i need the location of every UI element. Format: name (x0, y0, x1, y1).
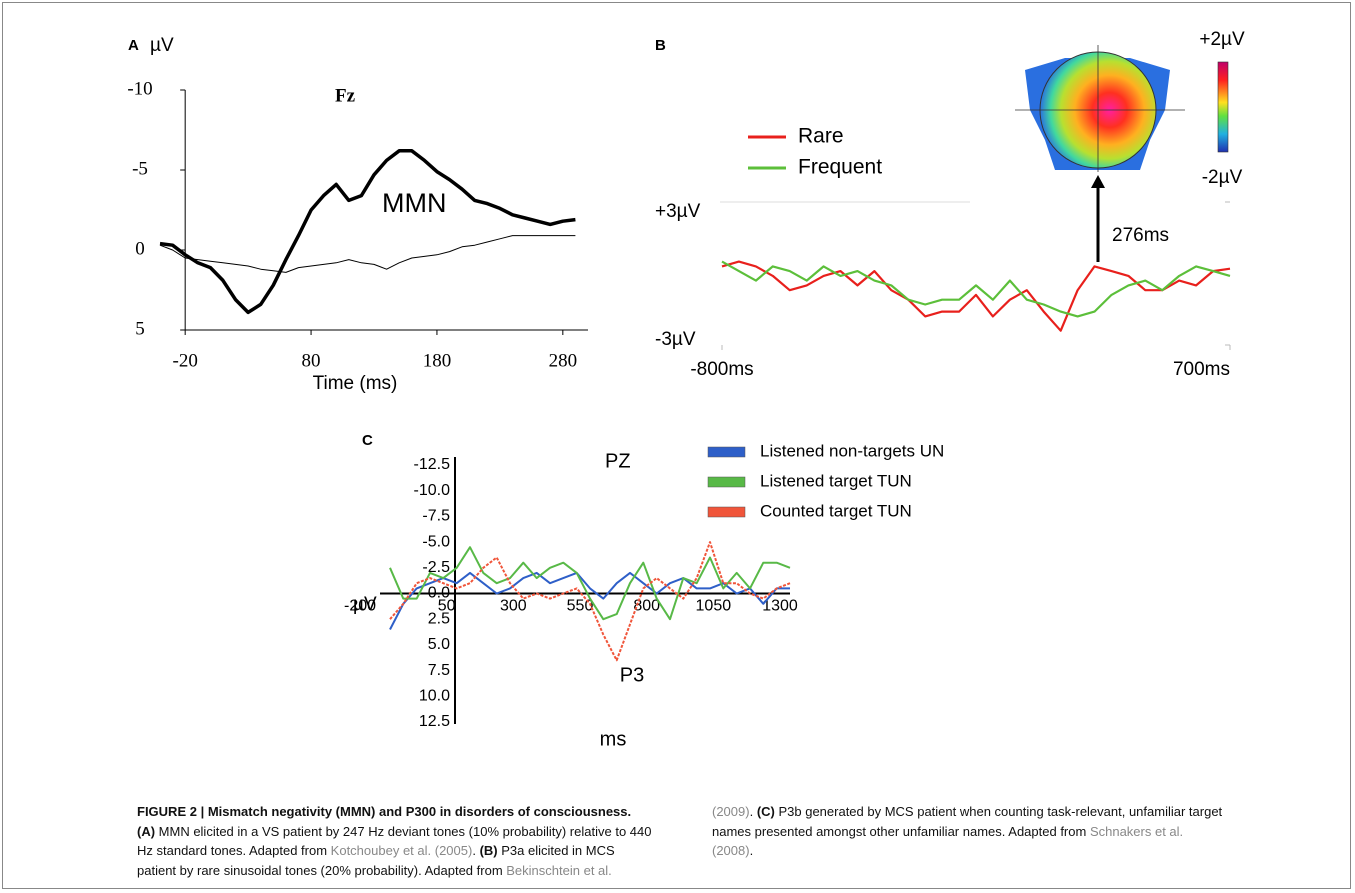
y-tick-label: 5 (135, 318, 145, 339)
legend-label: Frequent (798, 156, 882, 179)
y-unit: µV (150, 35, 174, 56)
caption-label: (A) (137, 823, 156, 839)
y-tick-label: 5.0 (428, 636, 450, 653)
panel-label: B (655, 37, 666, 54)
annotation: 276ms (1112, 225, 1169, 246)
x-tick-label: 180 (423, 350, 452, 371)
series-line (721, 260, 1231, 318)
caption-text: MMN elicited in a VS patient by 247 Hz d… (137, 823, 652, 859)
y-tick-label: 10.0 (419, 688, 450, 705)
caption: FIGURE 2 | Mismatch negativity (MMN) and… (137, 802, 1227, 880)
legend-label: Counted target TUN (760, 501, 912, 520)
x-tick-label: 280 (549, 350, 578, 371)
caption-text: P3b generated by MCS patient when counti… (712, 804, 1223, 839)
series-line (159, 235, 576, 273)
x-tick-label: 1300 (762, 598, 798, 615)
x-tick-label: 50 (438, 598, 456, 615)
y-tick-label: -12.5 (414, 456, 451, 473)
colorbar-max: +2µV (1199, 29, 1245, 50)
x-axis-label: ms (600, 728, 627, 750)
legend-label: Listened target TUN (760, 471, 912, 490)
panel-label: A (128, 37, 139, 54)
y-tick-label: -10 (127, 78, 152, 99)
caption-ref[interactable]: Bekinschtein et al. (2009) (506, 804, 750, 878)
x-tick-label: 80 (302, 350, 321, 371)
x-tick-label: -800ms (690, 359, 753, 380)
colorbar-min: -2µV (1202, 167, 1243, 188)
legend-swatch (707, 446, 746, 458)
x-tick-label: -20 (173, 350, 198, 371)
legend-label: Rare (798, 125, 844, 148)
x-tick-label: 300 (500, 598, 527, 615)
x-tick-label: 700ms (1173, 359, 1230, 380)
caption-text: P3a elicited in MCS patient by rare sinu… (137, 843, 615, 878)
y-tick-label: 12.5 (419, 713, 450, 730)
series-line (389, 546, 791, 621)
y-tick-label: 7.5 (428, 662, 450, 679)
series-line (159, 149, 576, 315)
chart-title: Fz (335, 85, 356, 106)
chart-title: PZ (605, 450, 631, 472)
x-tick-label: 550 (567, 598, 594, 615)
caption-label: (C) (756, 804, 775, 819)
caption-label: (B) (479, 843, 498, 858)
y-tick-label: +3µV (655, 201, 701, 222)
y-tick-label: -3µV (655, 329, 696, 350)
caption-text: . (472, 843, 480, 858)
y-tick-label: -5.0 (422, 533, 450, 550)
y-tick-label: -10.0 (414, 482, 451, 499)
legend-swatch (707, 476, 746, 488)
caption-ref[interactable]: Kotchoubey et al. (2005) (330, 843, 473, 858)
legend-swatch (707, 506, 746, 518)
y-tick-label: 0 (135, 238, 145, 259)
y-tick-label: -5 (132, 158, 148, 179)
y-tick-label: -2.5 (422, 559, 450, 576)
y-tick-label: 2.5 (428, 610, 450, 627)
annotation: MMN (382, 188, 446, 218)
series-line (389, 541, 791, 662)
x-tick-label: 1050 (696, 598, 732, 615)
colorbar (1217, 61, 1229, 153)
legend-label: Listened non-targets UN (760, 441, 944, 460)
annotation: P3 (620, 664, 644, 686)
y-tick-label: -7.5 (422, 508, 450, 525)
caption-ref[interactable]: Schnakers et al. (2008) (712, 823, 1184, 859)
y-tick-label: 0.0 (428, 585, 450, 602)
series-line (389, 571, 790, 630)
caption-text: . (749, 804, 757, 819)
y-unit: µV (353, 594, 377, 615)
x-axis-label: Time (ms) (313, 373, 398, 394)
arrow-head (1091, 175, 1105, 188)
panel-label: C (362, 432, 373, 449)
caption-text: . (749, 843, 754, 858)
x-tick-label: -200 (344, 598, 376, 615)
series-line (721, 260, 1231, 332)
figure: A µV Fz MMN Time (ms) B +2µV -2µV 276ms … (127, 29, 1245, 750)
x-tick-label: 800 (633, 598, 660, 615)
caption-title: FIGURE 2 | Mismatch negativity (MMN) and… (137, 804, 632, 819)
